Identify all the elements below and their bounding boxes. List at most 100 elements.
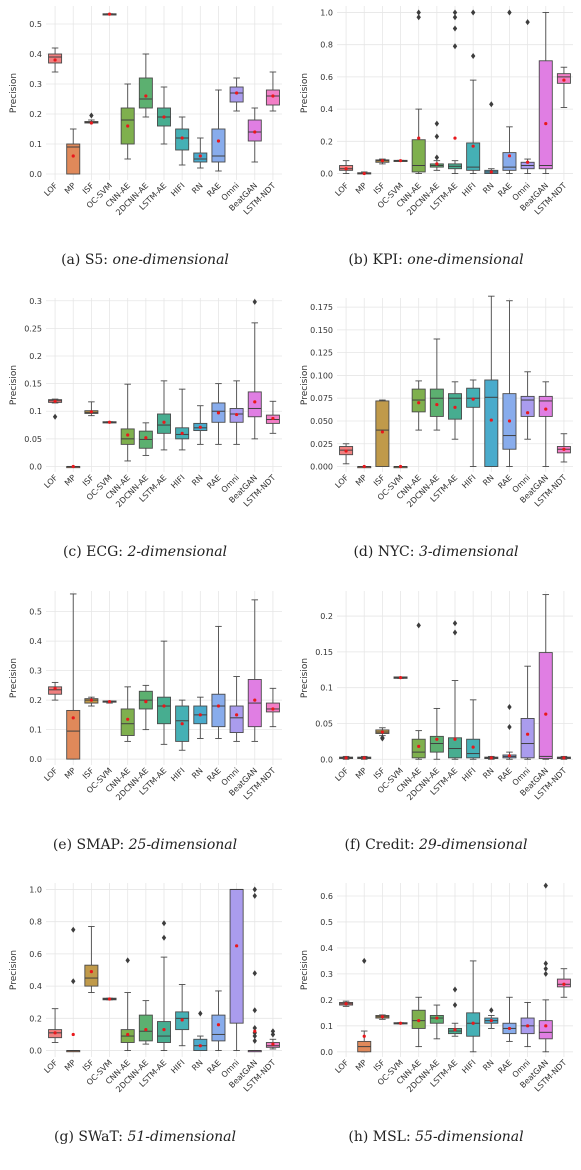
mean-marker — [53, 399, 57, 403]
box-rn — [193, 1010, 208, 1052]
box-hifi — [466, 379, 481, 467]
box-isf — [84, 401, 99, 417]
mean-marker — [362, 464, 366, 469]
mean-marker — [489, 170, 493, 174]
outlier-marker — [507, 704, 512, 710]
outlier-marker — [71, 978, 76, 985]
outlier-marker — [252, 298, 257, 305]
mean-marker — [562, 447, 566, 451]
iqr-box — [375, 400, 390, 467]
y-tick-label: 0.125 — [310, 349, 333, 358]
dimensionality: 29-dimensional — [418, 837, 528, 853]
y-axis-label: Precision — [9, 658, 19, 698]
mean-marker — [417, 1019, 421, 1023]
y-tick-label: 0.0 — [320, 1048, 333, 1057]
iqr-box — [157, 1021, 171, 1043]
y-tick-label: 0.8 — [29, 918, 42, 927]
mean-marker — [198, 425, 202, 429]
box-mp — [357, 755, 372, 760]
box-omni — [520, 665, 535, 760]
y-tick-label: 0.1 — [29, 726, 42, 735]
y-tick-label: 0.0 — [29, 170, 42, 179]
y-tick-label: 0.0 — [29, 755, 42, 764]
y-tick-label: 0.000 — [310, 463, 333, 472]
y-tick-label: 0.2 — [320, 137, 333, 146]
dataset-name: SWaT: — [78, 1129, 128, 1145]
y-tick-label: 1.0 — [29, 885, 42, 894]
mean-marker — [398, 676, 403, 680]
mean-marker — [417, 401, 421, 405]
x-tick-label: MP — [63, 181, 78, 196]
mean-marker — [507, 1026, 512, 1031]
box-omni — [229, 380, 244, 445]
y-axis-label: Precision — [300, 365, 310, 405]
box-lof — [339, 160, 354, 175]
iqr-box — [229, 705, 244, 734]
y-tick-label: 0.4 — [29, 50, 42, 59]
y-tick-label: 0.5 — [320, 918, 333, 927]
box-isf — [84, 696, 99, 707]
mean-marker — [453, 737, 457, 741]
box-hifi — [175, 984, 190, 1047]
mean-marker — [471, 745, 475, 749]
box-hifi — [175, 116, 190, 166]
outlier-marker — [434, 154, 440, 161]
mean-marker — [53, 686, 57, 690]
box-oc-svm — [102, 12, 117, 16]
x-tick-label: LOF — [333, 1058, 350, 1075]
x-tick-label: HIFI — [169, 181, 186, 198]
chart-panel-c: 0.0 0.05 0.1 0.15 0.2 0.25 0.3 Precision LOF MP IS… — [0, 292, 290, 584]
iqr-box — [411, 139, 426, 173]
y-tick-label: 0.25 — [24, 324, 42, 333]
panel-label: (b) — [348, 252, 373, 268]
box-lstm-ndt — [556, 66, 571, 108]
mean-marker — [544, 407, 548, 411]
x-tick-label: RN — [190, 473, 205, 488]
chart-svg: 0.000 0.025 0.050 0.075 0.100 0.125 0.150 0.175… — [300, 295, 573, 509]
y-tick-label: 0.2 — [320, 996, 333, 1005]
outlier-marker — [252, 886, 257, 893]
y-axis-label: Precision — [300, 73, 310, 113]
box-rae — [211, 89, 226, 172]
y-tick-label: 0.05 — [315, 719, 333, 728]
box-beatgan — [247, 107, 262, 163]
chart-panel-d: 0.000 0.025 0.050 0.075 0.100 0.125 0.150 0.175… — [291, 292, 581, 584]
box-hifi — [175, 699, 190, 751]
mean-marker — [53, 1031, 57, 1035]
mean-marker — [507, 754, 512, 758]
box-2dcnn-ae — [138, 53, 153, 118]
panel-label: (d) — [353, 544, 378, 560]
x-tick-label: MP — [63, 473, 78, 488]
mean-marker — [253, 1029, 257, 1033]
dataset-name: MSL: — [372, 1129, 416, 1145]
outlier-marker — [71, 926, 76, 933]
box-oc-svm — [393, 1021, 408, 1025]
box-lof — [339, 1000, 354, 1007]
box-mp — [66, 464, 81, 469]
box-rn — [193, 137, 208, 169]
mean-marker — [453, 136, 457, 140]
box-rn — [484, 101, 499, 175]
box-lof — [48, 47, 63, 73]
outlier-marker — [452, 620, 458, 627]
box-omni — [229, 888, 244, 1052]
outlier-marker — [161, 920, 167, 927]
box-cnn-ae — [411, 380, 426, 431]
dimensionality: one-dimensional — [112, 252, 229, 268]
mean-marker — [198, 1044, 202, 1048]
y-axis-label: Precision — [9, 365, 19, 405]
mean-marker — [216, 1023, 221, 1027]
box-beatgan — [538, 381, 553, 467]
box-hifi — [175, 388, 190, 451]
mean-marker — [398, 464, 403, 469]
iqr-box — [229, 888, 244, 1024]
y-tick-label: 0.075 — [310, 394, 333, 403]
box-2dcnn-ae — [429, 707, 444, 760]
box-rn — [193, 696, 208, 739]
mean-marker — [526, 160, 530, 164]
iqr-box — [247, 391, 262, 418]
iqr-box — [211, 693, 226, 728]
grid-lines — [337, 591, 573, 765]
y-tick-label: 0.2 — [29, 110, 42, 119]
